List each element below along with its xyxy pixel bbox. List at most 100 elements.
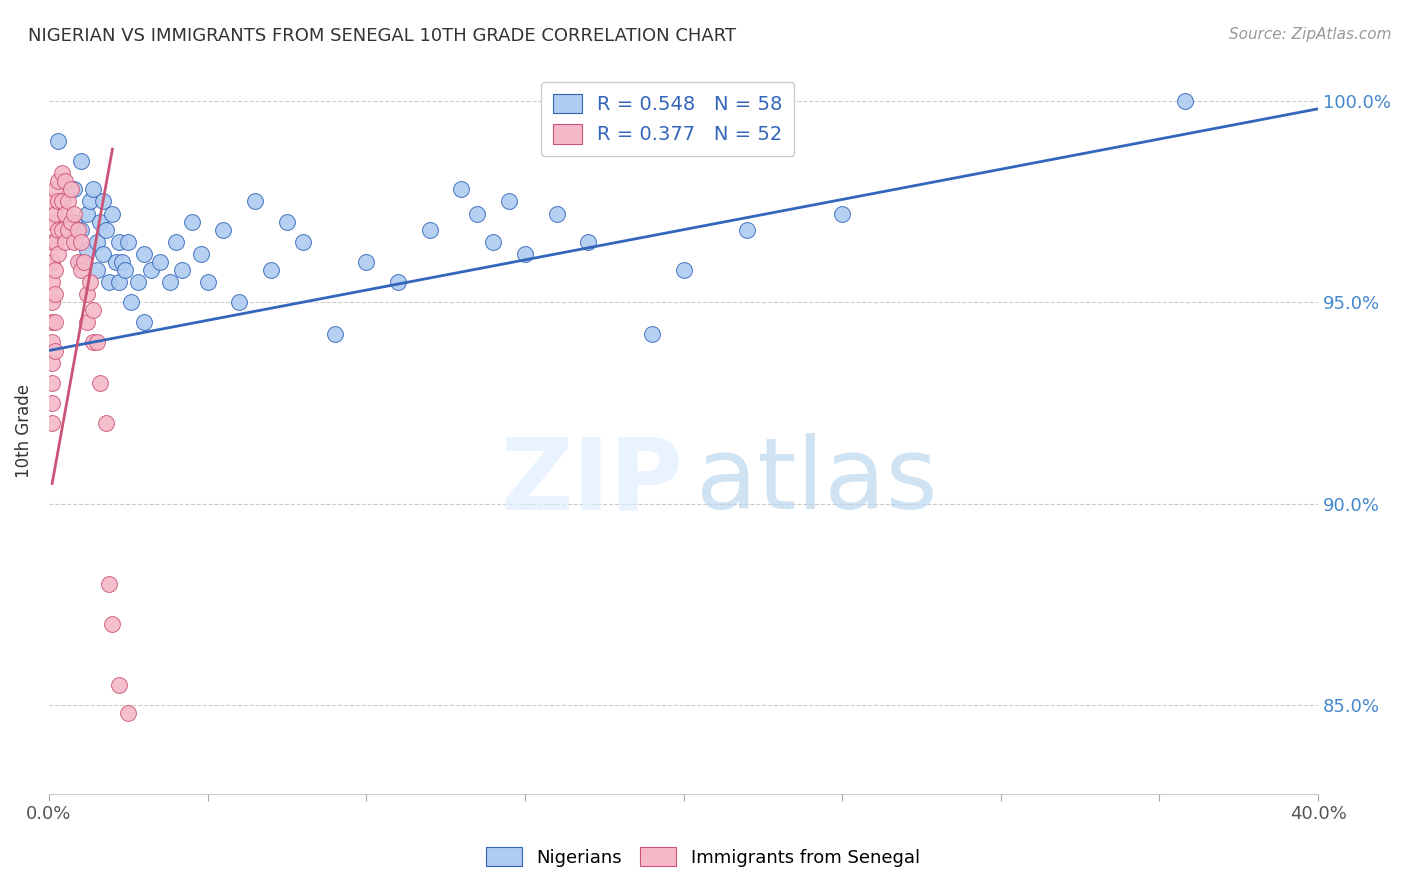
Point <box>127 275 149 289</box>
Point <box>69 154 91 169</box>
Point <box>48 222 70 236</box>
Point <box>69 222 91 236</box>
Point <box>60 182 83 196</box>
Point <box>66 222 89 236</box>
Point <box>94 222 117 236</box>
Point <box>82 303 104 318</box>
Point <box>114 263 136 277</box>
Point <box>101 206 124 220</box>
Point <box>260 263 283 277</box>
Point <box>419 222 441 236</box>
Point <box>139 263 162 277</box>
Point <box>63 206 86 220</box>
Point <box>180 214 202 228</box>
Point <box>41 275 63 289</box>
Point <box>73 255 96 269</box>
Point <box>356 255 378 269</box>
Point <box>41 295 63 310</box>
Point <box>69 255 91 269</box>
Point <box>190 247 212 261</box>
Point <box>76 206 98 220</box>
Point <box>134 315 156 329</box>
Point <box>79 194 101 209</box>
Point <box>107 678 129 692</box>
Point <box>149 255 172 269</box>
Point <box>82 335 104 350</box>
Point <box>831 206 853 220</box>
Point <box>513 247 536 261</box>
Point <box>498 194 520 209</box>
Point <box>41 255 63 269</box>
Point <box>89 376 111 390</box>
Point <box>41 356 63 370</box>
Point <box>134 247 156 261</box>
Point <box>51 166 73 180</box>
Point <box>245 194 267 209</box>
Point <box>107 235 129 249</box>
Point <box>735 222 758 236</box>
Y-axis label: 10th Grade: 10th Grade <box>15 384 32 478</box>
Point <box>56 194 79 209</box>
Point <box>1174 94 1197 108</box>
Point <box>51 194 73 209</box>
Point <box>387 275 409 289</box>
Text: Source: ZipAtlas.com: Source: ZipAtlas.com <box>1229 27 1392 42</box>
Point <box>44 206 66 220</box>
Point <box>41 396 63 410</box>
Point <box>41 214 63 228</box>
Point <box>98 275 121 289</box>
Point <box>53 206 76 220</box>
Point <box>86 235 108 249</box>
Point <box>51 222 73 236</box>
Point <box>117 706 139 720</box>
Point <box>41 235 63 249</box>
Point <box>576 235 599 249</box>
Point <box>41 194 63 209</box>
Point <box>104 255 127 269</box>
Point <box>63 214 86 228</box>
Point <box>44 287 66 301</box>
Point <box>291 235 314 249</box>
Point <box>159 275 181 289</box>
Point <box>228 295 250 310</box>
Point <box>450 182 472 196</box>
Point <box>53 235 76 249</box>
Point <box>172 263 194 277</box>
Point <box>41 376 63 390</box>
Point <box>86 335 108 350</box>
Point <box>101 617 124 632</box>
Point <box>546 206 568 220</box>
Point <box>76 287 98 301</box>
Point <box>44 235 66 249</box>
Point <box>117 235 139 249</box>
Point <box>63 182 86 196</box>
Point <box>107 275 129 289</box>
Point <box>44 182 66 196</box>
Point <box>63 235 86 249</box>
Point <box>76 243 98 257</box>
Point <box>465 206 488 220</box>
Point <box>66 255 89 269</box>
Point <box>56 222 79 236</box>
Point <box>69 235 91 249</box>
Point <box>48 247 70 261</box>
Point <box>86 263 108 277</box>
Point <box>212 222 235 236</box>
Point <box>91 194 114 209</box>
Point <box>48 134 70 148</box>
Point <box>91 247 114 261</box>
Point <box>94 416 117 430</box>
Point <box>41 416 63 430</box>
Point <box>53 174 76 188</box>
Legend: Nigerians, Immigrants from Senegal: Nigerians, Immigrants from Senegal <box>479 840 927 874</box>
Point <box>98 577 121 591</box>
Point <box>672 263 695 277</box>
Point <box>641 327 664 342</box>
Point <box>69 263 91 277</box>
Legend: R = 0.548   N = 58, R = 0.377   N = 52: R = 0.548 N = 58, R = 0.377 N = 52 <box>541 82 794 156</box>
Point <box>197 275 219 289</box>
Point <box>41 315 63 329</box>
Point <box>323 327 346 342</box>
Point <box>82 182 104 196</box>
Point <box>44 343 66 358</box>
